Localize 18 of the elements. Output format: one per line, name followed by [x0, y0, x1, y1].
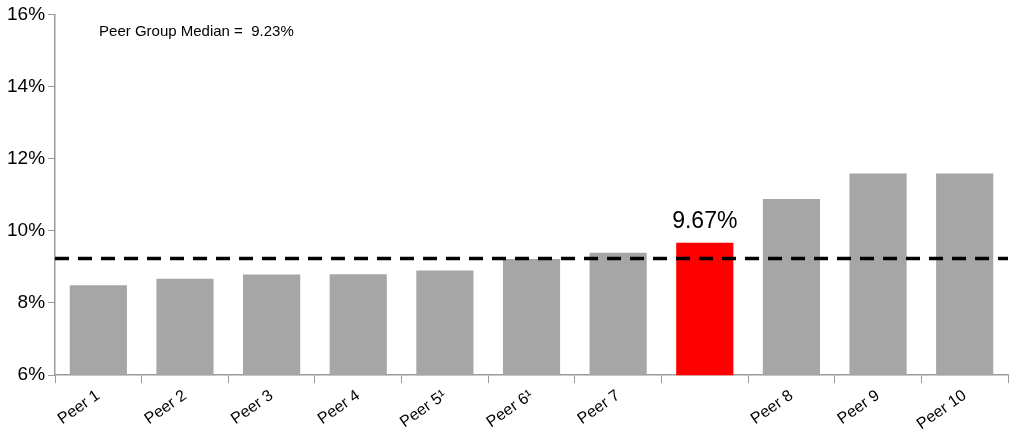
x-tick-label: Peer 7: [574, 386, 623, 428]
x-tick-label: Peer 3: [227, 386, 276, 428]
x-tick-label: Peer 9: [833, 386, 883, 428]
data-label: 9.67%: [672, 206, 738, 233]
x-tick-label: Peer 5¹: [396, 386, 450, 431]
x-tick-label: Peer 4: [314, 386, 363, 428]
x-tick-label: Peer 1: [54, 386, 103, 428]
ref-line-label: Peer Group Median = 9.23%: [99, 22, 294, 40]
x-tick-label: Peer 8: [747, 386, 796, 428]
y-tick-label: 14%: [7, 74, 46, 96]
y-tick-label: 16%: [7, 2, 46, 24]
y-tick-label: 6%: [17, 363, 46, 385]
y-tick-label: 10%: [7, 219, 46, 241]
y-tick-label: 8%: [17, 291, 46, 313]
x-tick-label: Peer 2: [140, 386, 190, 428]
x-tick-label: Peer 10: [913, 386, 970, 433]
x-tick-label: Peer 6¹: [483, 386, 536, 431]
y-tick-label: 12%: [7, 146, 46, 168]
